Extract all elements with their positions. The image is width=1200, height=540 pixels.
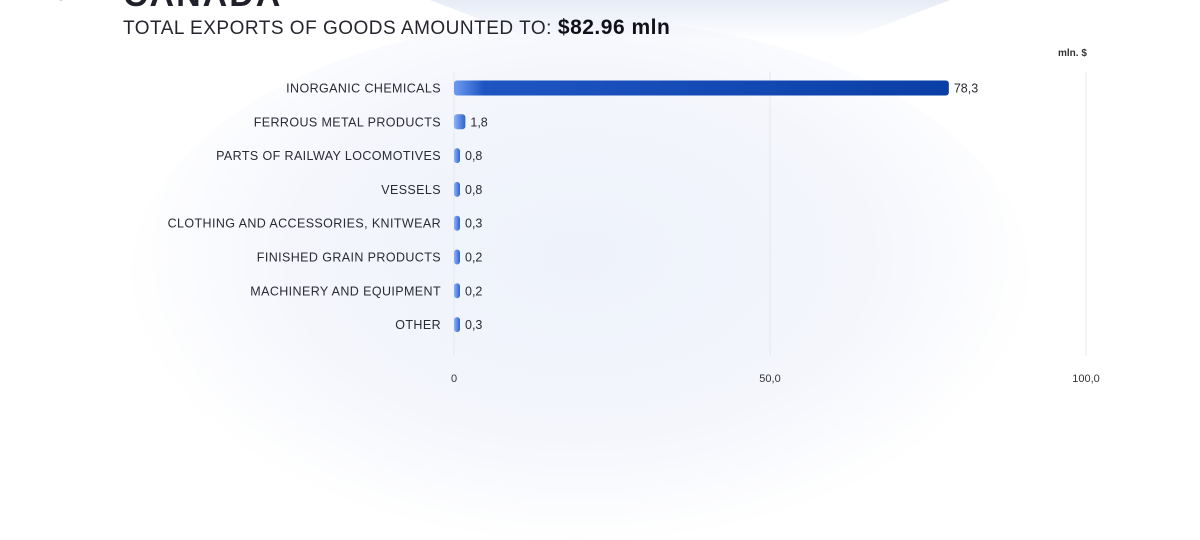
x-tick-label: 50,0 bbox=[759, 373, 780, 385]
category-label: OTHER bbox=[395, 318, 441, 332]
page-subtitle: TOTAL EXPORTS OF GOODS AMOUNTED TO: $82.9… bbox=[123, 16, 670, 40]
category-label: FINISHED GRAIN PRODUCTS bbox=[257, 251, 441, 265]
bar bbox=[454, 181, 460, 197]
bar bbox=[454, 215, 460, 231]
category-label: FERROUS METAL PRODUCTS bbox=[254, 115, 441, 129]
country-title: CANADA bbox=[123, 0, 282, 15]
background-wedge bbox=[430, 0, 950, 40]
value-label: 0,2 bbox=[465, 251, 482, 265]
x-tick-label: 0 bbox=[451, 373, 457, 385]
value-label: 0,8 bbox=[465, 183, 482, 197]
category-label: CLOTHING AND ACCESSORIES, KNITWEAR bbox=[168, 217, 441, 231]
unit-label: mln. $ bbox=[1058, 48, 1087, 59]
x-tick-label: 100,0 bbox=[1072, 373, 1100, 385]
total-amount: $82.96 mln bbox=[557, 16, 671, 39]
bar bbox=[454, 249, 460, 265]
value-label: 1,8 bbox=[470, 115, 487, 129]
value-label: 0,3 bbox=[465, 217, 482, 231]
bar bbox=[454, 148, 460, 164]
value-label: 0,3 bbox=[465, 318, 482, 332]
category-label: VESSELS bbox=[381, 183, 441, 197]
value-label: 0,2 bbox=[465, 284, 482, 298]
bar bbox=[454, 80, 949, 96]
bar bbox=[454, 114, 466, 130]
value-label: 0,8 bbox=[465, 149, 482, 163]
bar bbox=[454, 317, 460, 333]
category-label: PARTS OF RAILWAY LOCOMOTIVES bbox=[216, 149, 441, 163]
value-label: 78,3 bbox=[954, 82, 978, 96]
category-label: MACHINERY AND EQUIPMENT bbox=[250, 284, 441, 298]
bar-chart: 0 50,0 100,0 INORGANIC CHEMICALS 78,3 FERROUS… bbox=[168, 72, 1100, 385]
subtitle-text: TOTAL EXPORTS OF GOODS AMOUNTED TO: bbox=[123, 18, 552, 39]
category-label: INORGANIC CHEMICALS bbox=[286, 82, 441, 96]
bar bbox=[454, 283, 460, 299]
